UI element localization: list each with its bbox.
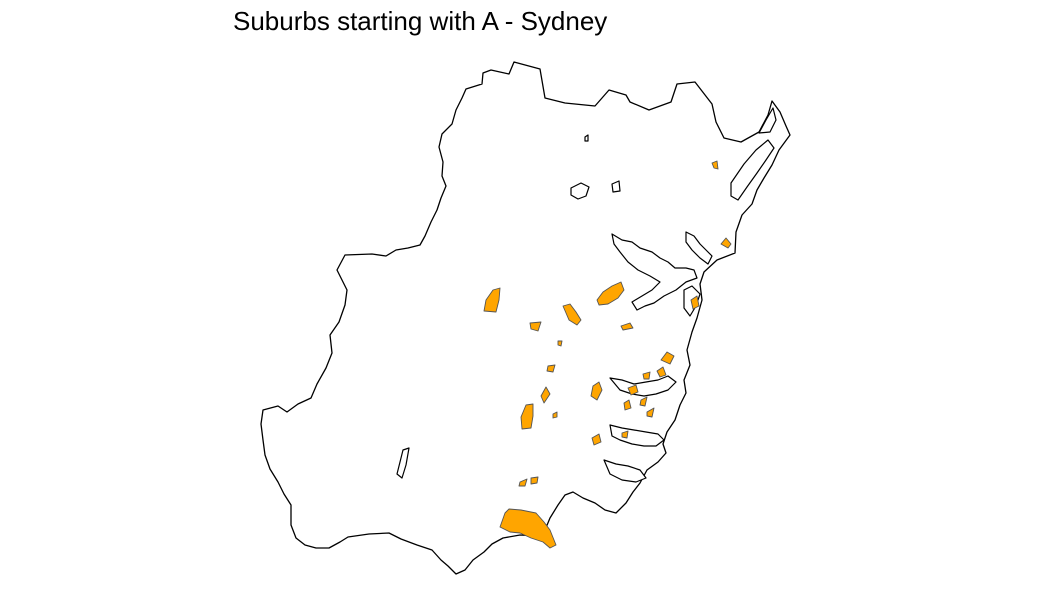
suburb-a xyxy=(590,381,603,401)
suburb-a xyxy=(596,281,625,306)
suburb-a xyxy=(646,407,655,418)
highlighted-suburbs xyxy=(483,160,732,549)
suburb-a xyxy=(499,508,557,549)
suburb-a xyxy=(557,340,563,347)
water-body xyxy=(758,107,777,134)
suburb-a xyxy=(620,322,634,331)
suburb-a xyxy=(518,478,528,487)
water-body xyxy=(730,139,775,201)
suburb-a xyxy=(642,371,651,380)
suburb-a xyxy=(562,303,582,326)
suburb-a xyxy=(591,433,602,446)
suburb-a xyxy=(656,366,667,378)
suburb-a xyxy=(690,295,700,310)
suburb-a xyxy=(520,403,534,430)
water-body xyxy=(685,231,713,265)
water-body xyxy=(611,180,621,193)
water-body xyxy=(570,182,590,200)
suburb-a xyxy=(483,287,501,313)
suburb-a xyxy=(711,160,719,170)
water-body xyxy=(611,233,698,311)
suburb-a xyxy=(639,396,648,407)
suburb-a xyxy=(546,364,556,373)
suburb-a xyxy=(530,476,539,485)
water-body xyxy=(609,424,665,447)
map-title: Suburbs starting with A - Sydney xyxy=(233,6,608,36)
water-body xyxy=(396,447,410,479)
suburb-a xyxy=(627,384,639,396)
suburb-a xyxy=(540,386,551,404)
suburb-a xyxy=(660,351,675,365)
water-body xyxy=(584,134,589,142)
suburb-a xyxy=(529,321,542,332)
water-body xyxy=(603,459,647,483)
suburb-a xyxy=(621,430,629,439)
region-outline xyxy=(260,61,791,575)
suburb-a xyxy=(720,237,732,249)
suburb-a xyxy=(552,411,558,419)
suburb-a xyxy=(623,399,632,411)
